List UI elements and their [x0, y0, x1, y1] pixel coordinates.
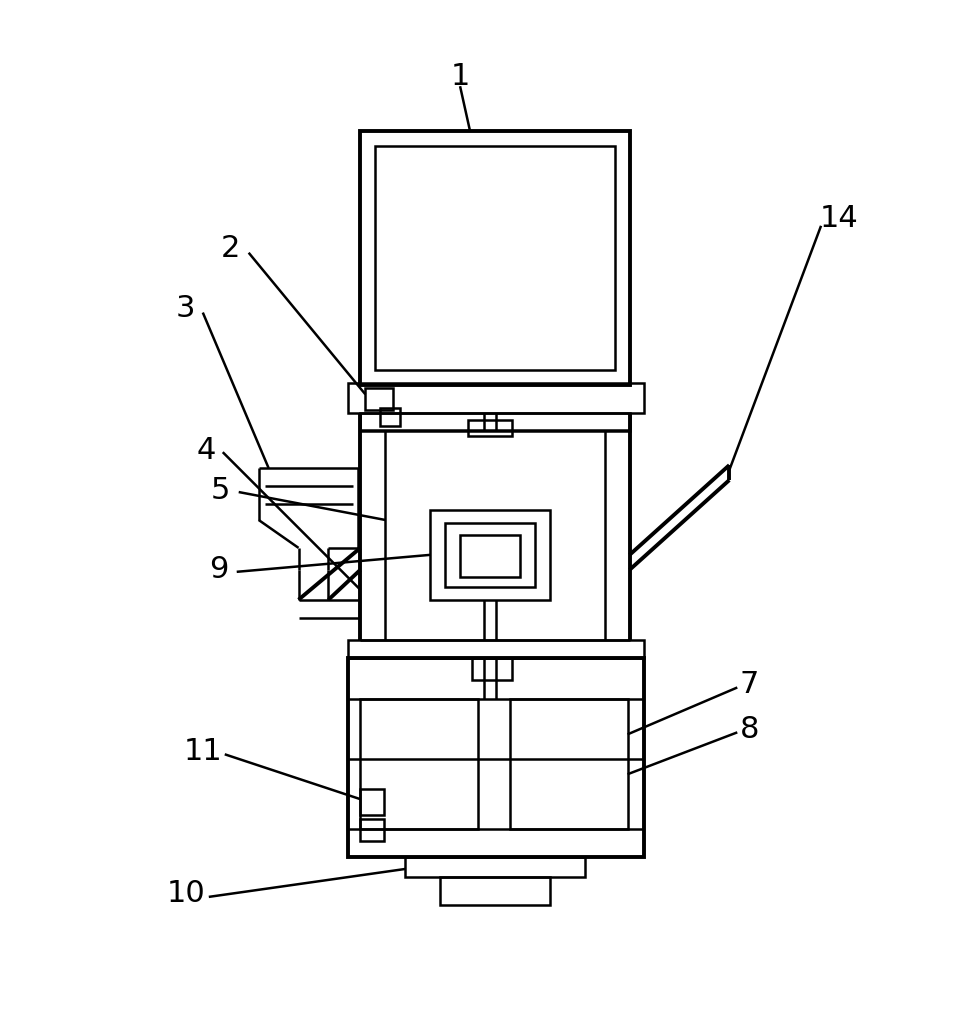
- Text: 2: 2: [221, 234, 240, 264]
- Text: 8: 8: [740, 715, 759, 744]
- Bar: [361, 700, 478, 829]
- Text: 5: 5: [211, 476, 230, 505]
- Text: 9: 9: [209, 556, 228, 584]
- Bar: [510, 700, 628, 829]
- Bar: [405, 857, 585, 877]
- Bar: [375, 146, 614, 370]
- Text: 4: 4: [196, 436, 216, 464]
- Bar: [365, 388, 394, 411]
- Text: 11: 11: [184, 737, 223, 766]
- Text: 14: 14: [819, 205, 858, 233]
- Bar: [440, 877, 550, 904]
- Bar: [361, 819, 384, 841]
- Bar: [348, 383, 643, 414]
- Bar: [469, 420, 512, 436]
- Bar: [348, 657, 643, 857]
- Bar: [348, 640, 643, 657]
- Text: 1: 1: [450, 62, 469, 90]
- Bar: [361, 131, 630, 385]
- Text: 10: 10: [166, 879, 205, 909]
- Bar: [460, 535, 520, 577]
- Bar: [431, 510, 550, 599]
- Text: 3: 3: [176, 294, 195, 323]
- Bar: [380, 409, 400, 426]
- Bar: [472, 657, 512, 679]
- Bar: [361, 789, 384, 815]
- Text: 7: 7: [740, 670, 759, 699]
- Bar: [445, 523, 535, 587]
- Bar: [361, 414, 630, 431]
